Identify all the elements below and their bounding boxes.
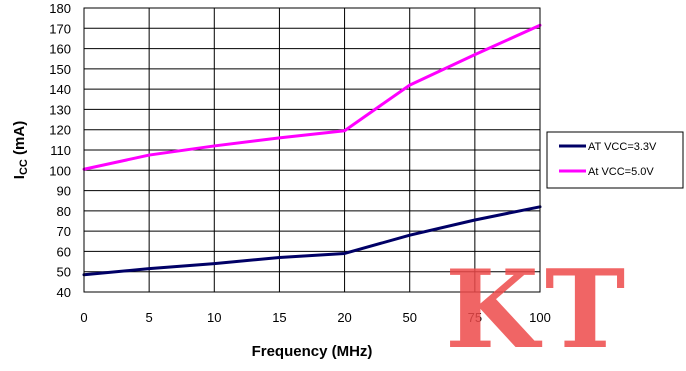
x-tick-50: 50 (402, 310, 416, 325)
x-axis-title: Frequency (MHz) (252, 343, 373, 360)
y-tick-140: 140 (49, 82, 71, 97)
legend-label-1: AT VCC=3.3V (588, 141, 657, 153)
y-tick-180: 180 (49, 1, 71, 16)
x-tick-15: 15 (272, 310, 286, 325)
x-tick-labels: 0 5 10 15 20 50 75 100 (80, 310, 550, 325)
x-tick-0: 0 (80, 310, 87, 325)
x-tick-20: 20 (337, 310, 351, 325)
legend-label-2: At VCC=5.0V (588, 166, 654, 178)
y-tick-160: 160 (49, 42, 71, 57)
legend: AT VCC=3.3V At VCC=5.0V (546, 131, 684, 189)
series-line-1 (82, 205, 542, 277)
y-tick-100: 100 (49, 163, 71, 178)
legend-box (546, 131, 684, 189)
x-tick-10: 10 (207, 310, 221, 325)
y-tick-150: 150 (49, 62, 71, 77)
y-tick-40: 40 (57, 285, 71, 300)
y-tick-170: 170 (49, 21, 71, 36)
y-tick-50: 50 (57, 265, 71, 280)
watermark: KT (445, 247, 631, 371)
y-tick-130: 130 (49, 102, 71, 117)
y-tick-120: 120 (49, 123, 71, 138)
y-tick-80: 80 (57, 204, 71, 219)
plot-frame (83, 7, 541, 293)
y-axis-title-unit: (mA) (11, 121, 28, 159)
y-axis-title: ICC (mA) (11, 121, 30, 179)
x-tick-5: 5 (146, 310, 153, 325)
x-tick-75: 75 (468, 310, 482, 325)
y-tick-70: 70 (57, 224, 71, 239)
series-line-2 (82, 23, 542, 171)
series-lines (82, 23, 542, 277)
y-tick-60: 60 (57, 244, 71, 259)
y-tick-labels: 40 50 60 70 80 90 100 110 120 130 140 150 160 170 180 (49, 1, 71, 300)
y-tick-90: 90 (57, 184, 71, 199)
y-axis-title-main: I (11, 175, 28, 179)
y-tick-110: 110 (50, 143, 71, 158)
y-axis-title-sub: CC (18, 159, 30, 175)
x-tick-100: 100 (529, 310, 551, 325)
